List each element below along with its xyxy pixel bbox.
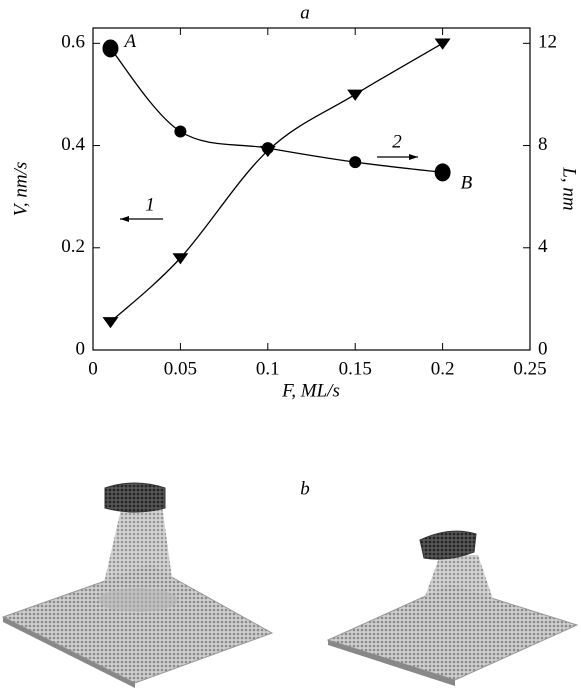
x-axis-label: F, ML/s [281,380,340,401]
series-label: 1 [145,194,155,215]
point-annotation: A [122,31,136,52]
fit-curve [110,42,443,323]
triangle-marker [347,89,364,101]
triangle-marker [434,38,451,50]
y2-tick-label: 4 [538,236,548,257]
panel-label: a [300,2,310,23]
point-annotation: B [461,173,473,194]
circle-marker [102,39,119,58]
y2-tick-label: 8 [538,134,548,155]
y-tick-label: 0.2 [61,236,85,257]
fit-curve [109,48,443,174]
x-tick-label: 0.05 [164,358,197,379]
y2-tick-label: 0 [538,338,548,359]
y-tick-label: 0.6 [61,32,85,53]
x-tick-label: 0.1 [256,358,280,379]
x-tick-label: 0.15 [339,358,372,379]
arrowhead [409,154,418,160]
triangle-marker [102,317,119,329]
triangle-marker [172,253,189,265]
series-label: 2 [392,131,402,152]
circle-marker [434,163,451,182]
y-tick-label: 0 [76,338,86,359]
circle-marker [174,125,187,138]
circle-marker [349,156,362,169]
y-tick-label: 0.4 [61,134,85,155]
x-tick-label: 0.25 [513,358,546,379]
plot-frame [92,27,531,351]
render-right [326,530,579,686]
y2-axis-label: L, nm [559,166,580,210]
render-left [1,482,274,688]
circle-marker [261,142,274,155]
x-tick-label: 0 [88,358,98,379]
panel-label: b [300,478,310,499]
y2-tick-label: 12 [538,32,557,53]
x-tick-label: 0.2 [431,358,455,379]
arrowhead [120,216,129,222]
y-axis-label: V, nm/s [10,162,31,217]
